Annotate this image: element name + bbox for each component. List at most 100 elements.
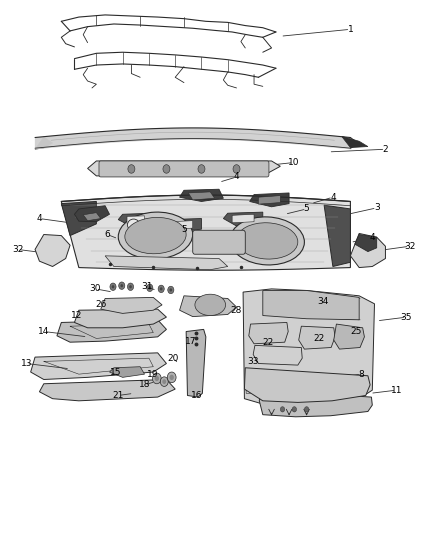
Circle shape	[148, 286, 151, 289]
Polygon shape	[35, 235, 70, 266]
FancyBboxPatch shape	[193, 230, 245, 254]
Text: 3: 3	[374, 204, 380, 212]
Text: 28: 28	[231, 306, 242, 314]
Polygon shape	[180, 189, 223, 201]
Circle shape	[170, 375, 174, 380]
Polygon shape	[171, 221, 193, 229]
Circle shape	[292, 407, 297, 412]
Text: 12: 12	[71, 311, 82, 320]
Polygon shape	[250, 193, 289, 207]
Text: 18: 18	[139, 381, 150, 389]
Text: 31: 31	[141, 282, 152, 291]
Polygon shape	[188, 192, 215, 200]
Circle shape	[163, 165, 170, 173]
Circle shape	[120, 284, 123, 287]
Ellipse shape	[237, 223, 298, 259]
Polygon shape	[83, 213, 101, 221]
Text: 30: 30	[90, 285, 101, 293]
Text: 26: 26	[95, 301, 106, 309]
Circle shape	[158, 285, 164, 293]
Polygon shape	[39, 379, 175, 401]
Ellipse shape	[230, 217, 304, 265]
Text: 4: 4	[370, 233, 375, 241]
Text: 10: 10	[288, 158, 299, 167]
Text: 11: 11	[391, 386, 402, 394]
Circle shape	[147, 284, 153, 292]
Circle shape	[155, 376, 159, 381]
Circle shape	[280, 407, 285, 412]
Polygon shape	[74, 309, 166, 328]
Polygon shape	[162, 219, 201, 232]
Text: 4: 4	[37, 214, 42, 223]
Text: 16: 16	[191, 391, 203, 400]
Ellipse shape	[195, 294, 226, 316]
Text: 21: 21	[113, 391, 124, 400]
Circle shape	[112, 285, 114, 288]
Text: 15: 15	[110, 368, 122, 376]
Text: 25: 25	[350, 327, 361, 336]
Circle shape	[167, 372, 176, 383]
Polygon shape	[31, 353, 166, 379]
Polygon shape	[334, 324, 364, 349]
Text: 35: 35	[401, 313, 412, 321]
Text: 32: 32	[12, 245, 23, 254]
Text: 2: 2	[383, 145, 388, 154]
FancyBboxPatch shape	[99, 161, 269, 177]
Polygon shape	[223, 212, 263, 226]
Polygon shape	[258, 196, 280, 204]
Polygon shape	[118, 213, 153, 227]
Circle shape	[168, 286, 174, 294]
Circle shape	[233, 165, 240, 173]
Circle shape	[129, 285, 132, 288]
Circle shape	[127, 283, 134, 290]
Polygon shape	[232, 214, 254, 223]
Ellipse shape	[118, 212, 193, 259]
Polygon shape	[57, 320, 166, 342]
Text: 1: 1	[347, 25, 353, 34]
Text: 32: 32	[404, 242, 415, 251]
Text: 5: 5	[181, 225, 187, 233]
Text: 34: 34	[318, 297, 329, 305]
Polygon shape	[74, 206, 110, 222]
Polygon shape	[350, 233, 385, 268]
Text: 4: 4	[330, 193, 336, 201]
Text: 4: 4	[234, 173, 239, 181]
Polygon shape	[127, 216, 145, 223]
Polygon shape	[342, 136, 368, 148]
Text: 14: 14	[38, 327, 49, 336]
Circle shape	[162, 379, 166, 384]
Polygon shape	[244, 368, 370, 402]
Ellipse shape	[125, 217, 186, 254]
Text: 20: 20	[167, 354, 179, 362]
Circle shape	[198, 165, 205, 173]
Polygon shape	[243, 289, 374, 406]
Circle shape	[160, 287, 162, 290]
Polygon shape	[249, 322, 288, 344]
Circle shape	[128, 165, 135, 173]
Text: 33: 33	[247, 357, 259, 366]
Text: 6: 6	[104, 230, 110, 239]
Text: 5: 5	[304, 205, 310, 213]
Circle shape	[152, 373, 161, 384]
Polygon shape	[88, 161, 280, 176]
Text: 8: 8	[358, 370, 364, 378]
Polygon shape	[101, 297, 162, 313]
Polygon shape	[61, 201, 96, 236]
Polygon shape	[259, 390, 372, 417]
Text: 19: 19	[147, 370, 158, 378]
Ellipse shape	[127, 219, 140, 231]
Polygon shape	[253, 345, 302, 365]
Circle shape	[110, 283, 116, 290]
Circle shape	[119, 282, 125, 289]
Polygon shape	[263, 290, 359, 320]
Text: 22: 22	[262, 338, 274, 346]
Polygon shape	[180, 296, 237, 317]
Text: 17: 17	[185, 337, 196, 345]
Polygon shape	[324, 205, 350, 266]
Polygon shape	[105, 256, 228, 270]
Circle shape	[304, 407, 309, 412]
Text: 13: 13	[21, 359, 32, 368]
Text: 22: 22	[313, 334, 325, 343]
Polygon shape	[355, 235, 377, 252]
Polygon shape	[61, 195, 350, 270]
